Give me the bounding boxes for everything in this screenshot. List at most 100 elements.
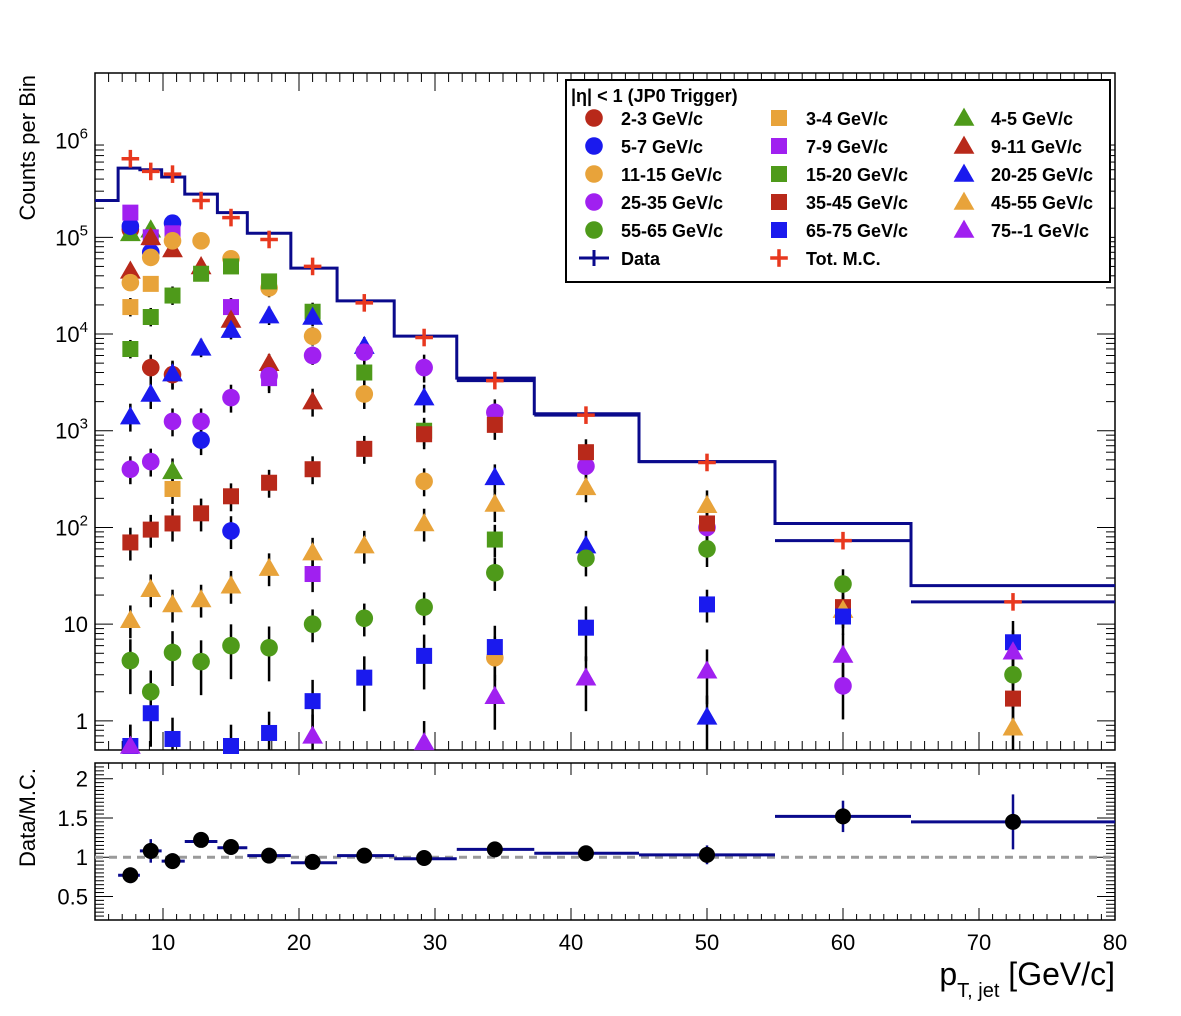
- data-point: [223, 737, 239, 754]
- ratio-point: [486, 841, 503, 858]
- top-plot-frame: [94, 72, 1116, 751]
- data-point: [192, 652, 210, 671]
- data-point: [164, 287, 181, 304]
- data-point: [413, 387, 435, 406]
- x-axis-title-sub: T, jet: [957, 980, 1000, 1002]
- data-point: [699, 515, 715, 532]
- ratio-point: [223, 838, 239, 855]
- data-point: [413, 731, 435, 751]
- data-point: [192, 232, 210, 250]
- data-point: [119, 735, 141, 754]
- y-tick-label: 106: [55, 126, 88, 154]
- data-point: [222, 388, 240, 407]
- ratio-point: [164, 853, 181, 870]
- data-point: [575, 476, 597, 496]
- y-tick-label: 10: [64, 612, 88, 637]
- bottom-y-axis-title: Data/M.C.: [15, 768, 40, 867]
- legend-label: 35-45 GeV/c: [806, 193, 908, 213]
- data-point: [261, 724, 278, 741]
- data-point: [190, 337, 212, 356]
- data-point: [141, 358, 160, 377]
- legend: |η| < 1 (JP0 Trigger) 2-3 GeV/c 3-4 GeV/c 4…: [565, 79, 1111, 283]
- legend-marker: [771, 110, 787, 126]
- data-point: [140, 578, 162, 597]
- data-point: [140, 383, 162, 402]
- data-point: [356, 669, 373, 686]
- data-point: [484, 685, 506, 704]
- x-tick-label: 80: [1103, 930, 1127, 955]
- data-point: [415, 472, 433, 491]
- data-point: [303, 615, 322, 633]
- data-point: [484, 466, 506, 486]
- legend-label: 15-20 GeV/c: [806, 165, 908, 185]
- data-point: [355, 385, 374, 403]
- data-point: [163, 232, 182, 250]
- data-point: [302, 306, 323, 325]
- data-point: [141, 682, 160, 701]
- data-point: [1005, 690, 1021, 707]
- data-point: [303, 346, 322, 365]
- data-point: [355, 609, 374, 628]
- data-point: [119, 406, 141, 425]
- data-point: [222, 522, 240, 540]
- data-point: [223, 488, 239, 505]
- data-point: [699, 596, 715, 613]
- series-55-65-gev-c: [121, 540, 1022, 701]
- data-point: [696, 494, 718, 513]
- legend-marker: [953, 135, 975, 154]
- data-point: [832, 644, 854, 663]
- series-35-45-gev-c: [122, 416, 1021, 707]
- series-7-9-gev-c: [122, 204, 321, 583]
- data-point: [484, 493, 506, 512]
- x-tick-label: 50: [695, 930, 719, 955]
- bottom-y-tick-label: 0.5: [57, 884, 88, 909]
- legend-label: 7-9 GeV/c: [806, 137, 888, 157]
- x-axis-title: pT, jet [GeV/c]: [939, 956, 1115, 1002]
- data-point: [164, 515, 181, 532]
- data-point: [304, 566, 321, 583]
- data-point: [261, 474, 278, 491]
- legend-label: 5-7 GeV/c: [621, 137, 703, 157]
- data-point: [1002, 641, 1024, 660]
- data-point: [162, 363, 183, 382]
- data-point: [1004, 665, 1022, 684]
- legend-label: 75--1 GeV/c: [991, 221, 1089, 241]
- bottom-plot-frame: [94, 762, 1116, 921]
- series-20-25-gev-c: [119, 305, 718, 725]
- legend-marker: [953, 219, 975, 238]
- legend-label-mc: Tot. M.C.: [806, 249, 881, 269]
- series-11-15-gev-c: [121, 232, 504, 667]
- bottom-panel: 10 20 30 40 50 60 70 80 0.5 1 1.5 2: [57, 762, 1127, 955]
- legend-marker: [585, 137, 603, 155]
- bottom-y-tick-label: 1.5: [57, 806, 88, 831]
- top-y-axis-title: Counts per Bin: [15, 75, 40, 221]
- data-point: [304, 461, 321, 478]
- data-point: [220, 319, 242, 338]
- data-point: [190, 589, 212, 608]
- ratio-point: [261, 847, 278, 864]
- data-point: [302, 542, 323, 561]
- data-point: [142, 308, 159, 325]
- data-point: [119, 609, 141, 628]
- data-point: [356, 364, 373, 381]
- series-65-75-gev-c: [122, 596, 1021, 754]
- data-point: [834, 677, 852, 695]
- data-point: [142, 705, 159, 722]
- ratio-point: [356, 847, 373, 864]
- data-point: [220, 575, 242, 594]
- y-tick-label: 105: [55, 222, 88, 250]
- data-point: [260, 366, 278, 385]
- ratio-point: [835, 808, 851, 825]
- ratio-point: [193, 831, 210, 848]
- legend-marker: [771, 222, 787, 238]
- data-point: [220, 309, 242, 328]
- data-point: [413, 513, 435, 532]
- error-bars: [129, 278, 1015, 750]
- data-point: [122, 534, 139, 551]
- data-point: [302, 725, 323, 744]
- data-point: [260, 638, 278, 657]
- data-point: [835, 608, 851, 625]
- data-point: [141, 452, 160, 471]
- ratio-point: [699, 846, 715, 863]
- legend-label: 4-5 GeV/c: [991, 109, 1073, 129]
